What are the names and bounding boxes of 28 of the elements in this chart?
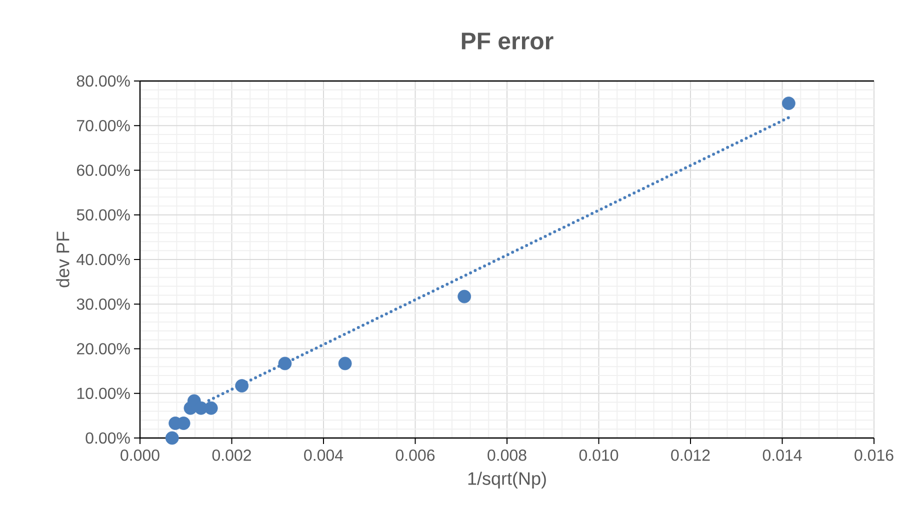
x-tick-label: 0.010 bbox=[579, 450, 618, 461]
y-tick-label: 10.00% bbox=[77, 388, 130, 400]
y-tick-label: 40.00% bbox=[76, 254, 130, 266]
point bbox=[165, 431, 179, 445]
x-tick-label: 0.014 bbox=[762, 450, 802, 461]
y-tick-label: 20.00% bbox=[77, 343, 130, 354]
point bbox=[338, 356, 352, 370]
chart-title: PF error bbox=[462, 32, 554, 50]
x-tick-label: 0.008 bbox=[488, 450, 526, 461]
x-tick-label: 0.006 bbox=[396, 450, 435, 461]
x-tick-label: 0.016 bbox=[854, 450, 894, 461]
point bbox=[204, 401, 218, 415]
y-tick-label: 60.00% bbox=[77, 164, 130, 176]
y-tick-label: 50.00% bbox=[76, 209, 130, 221]
y-axis-title: dev PF bbox=[56, 232, 70, 288]
y-tick-label: 0.00% bbox=[86, 432, 130, 444]
x-tick-label: 0.004 bbox=[304, 450, 344, 461]
point bbox=[235, 379, 249, 392]
point bbox=[458, 290, 472, 304]
point bbox=[278, 356, 292, 370]
x-axis-title: 1/sqrt(Np) bbox=[468, 472, 546, 489]
y-tick-label: 80.00% bbox=[76, 75, 130, 87]
x-tick-label: 0.000 bbox=[120, 450, 160, 461]
x-tick-label: 0.012 bbox=[671, 450, 710, 461]
y-tick-label: 30.00% bbox=[76, 298, 130, 310]
y-tick-label: 70.00% bbox=[77, 120, 130, 132]
point bbox=[782, 96, 796, 110]
x-tick-label: 0.002 bbox=[212, 450, 251, 461]
